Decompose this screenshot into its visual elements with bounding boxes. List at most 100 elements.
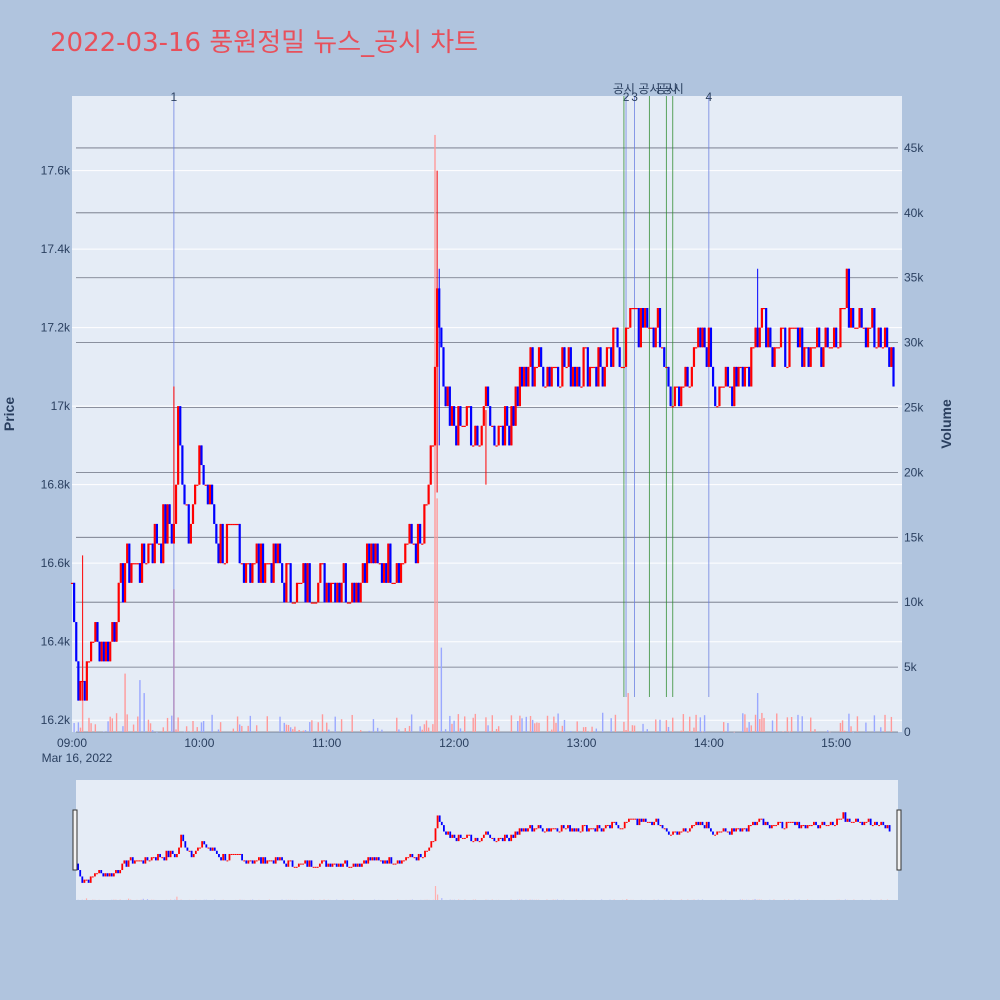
candle-body [79,680,82,701]
range-candle [91,876,94,878]
range-candle [510,834,513,842]
candle-body [735,366,738,387]
volume-tick-label: 15k [904,530,924,544]
candle-body [278,543,282,564]
range-candle [794,821,796,826]
candle-body [881,347,884,349]
candle-body [839,308,842,348]
candle-body [571,366,575,387]
candle-body [590,366,594,369]
candle-body [321,563,324,565]
volume-bar [124,673,126,732]
range-candle [770,825,773,829]
candle-body [145,563,148,565]
range-candle [876,821,878,826]
candle-body [155,523,159,544]
range-candle [316,866,319,868]
range-candle [804,825,807,829]
range-candle [863,821,866,826]
volume-bar [750,725,752,732]
candle-body [98,641,101,662]
range-candle [455,837,458,842]
range-candle [554,828,557,830]
candle-body [544,386,547,388]
range-candle [581,825,584,832]
candle-body [399,563,403,583]
candle-body [709,327,713,367]
range-candle [342,863,344,867]
candle-body [208,484,212,505]
range-candle [630,818,632,820]
candle-body [773,347,776,367]
candle-body [247,563,250,565]
candle-body [748,366,751,387]
volume-bar [487,725,489,732]
candle-body [308,563,311,603]
volume-bar [517,720,519,732]
volume-bar [464,716,466,732]
volume-bar [115,713,118,732]
volume-bar [185,726,188,732]
volume-bar [695,714,697,732]
candle-body [317,582,320,603]
candle-body [128,543,131,583]
range-slider-handle[interactable] [896,809,902,871]
range-candle [756,821,759,826]
candle-body [711,366,715,387]
candle-body [682,386,685,388]
range-candle [775,825,777,827]
candle-body [641,308,645,328]
range-candle [474,837,477,842]
candle-body [580,386,583,388]
volume-bar [238,724,241,732]
range-candle [857,818,859,822]
candle-body [658,308,662,348]
range-candle [575,828,578,832]
range-candle [415,857,418,861]
range-candle [430,841,433,848]
volume-bar [553,716,555,732]
candle-body [601,366,604,387]
candle-body [348,602,352,604]
volume-bar [790,717,793,732]
range-volume-bar [754,899,756,900]
candle-body [102,641,105,662]
candle-body [852,308,855,328]
candle-body [531,347,534,387]
volume-bar [196,727,198,732]
candle-body [565,366,568,369]
range-volume-bar [441,898,443,900]
candle-body [327,582,330,603]
candle-body [270,563,273,583]
range-candle [405,857,407,861]
candle-body [822,347,825,367]
candle-body [126,543,129,564]
volume-bar [701,731,704,733]
candle-body [726,366,730,387]
range-slider-handle[interactable] [72,809,78,871]
candle-body [75,622,78,662]
range-candle [411,853,414,858]
news-label: 1 [171,90,178,104]
range-candle [209,847,212,851]
candle-body [238,523,241,564]
range-candle [567,825,569,829]
range-candle [579,831,582,833]
range-candle [590,828,592,830]
range-candle [274,857,277,864]
range-candle [382,860,384,864]
range-candle [453,834,456,838]
range-candle [817,825,820,829]
range-candle [409,853,412,858]
candle-body [427,484,430,505]
range-candle [777,821,780,826]
range-volume-bar [146,899,149,900]
range-candle [493,837,496,842]
range-candle [171,850,174,854]
range-candle [815,821,817,826]
volume-bar [73,723,75,732]
volume-bar [111,718,114,732]
range-candle [339,863,342,867]
candle-body [605,347,609,367]
